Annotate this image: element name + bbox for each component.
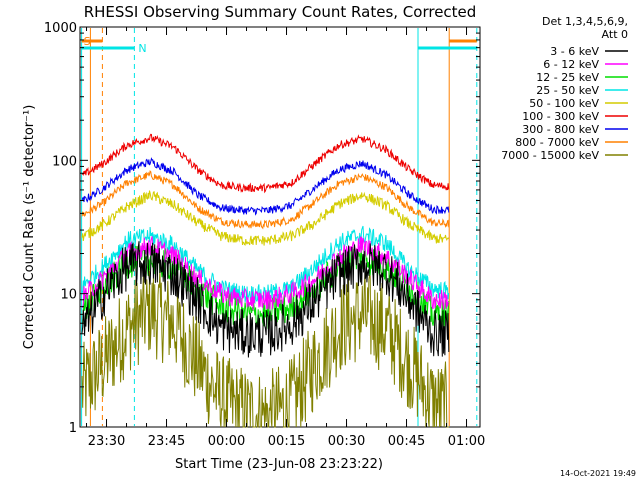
series-line [81, 170, 450, 230]
legend-label: 7000 - 15000 keV [501, 149, 599, 162]
legend-label: 100 - 300 keV [522, 110, 599, 123]
x-tick-label: 01:00 [448, 434, 485, 449]
legend-header: Att 0 [602, 28, 628, 41]
legend-label: 6 - 12 keV [543, 58, 599, 71]
chart-title: RHESSI Observing Summary Count Rates, Co… [84, 3, 477, 21]
x-tick-label: 00:45 [388, 434, 425, 449]
legend-label: 50 - 100 keV [529, 97, 599, 110]
y-tick-label: 1 [69, 421, 77, 436]
legend-label: 25 - 50 keV [536, 84, 599, 97]
flag-label: N [138, 42, 146, 55]
footer-timestamp: 14-Oct-2021 19:49 [560, 469, 636, 478]
legend-label: 3 - 6 keV [550, 45, 599, 58]
plot-frame [79, 26, 481, 428]
y-tick-label: 10 [60, 288, 77, 303]
series-line [81, 268, 449, 428]
y-axis: 1 10 100 1000 [44, 21, 480, 436]
x-tick-label: 23:30 [88, 434, 125, 449]
series-line [81, 236, 450, 311]
flags-layer: SN [81, 35, 477, 55]
x-tick-label: 00:30 [328, 434, 365, 449]
x-tick-label: 23:45 [148, 434, 185, 449]
x-tick-label: 00:00 [208, 434, 245, 449]
legend-label: 300 - 800 keV [522, 123, 599, 136]
legend-label: 12 - 25 keV [536, 71, 599, 84]
series-line [81, 190, 450, 246]
x-axis: 23:30 23:45 00:00 00:15 00:30 00:45 01:00 [86, 27, 485, 449]
series-line [81, 241, 450, 358]
y-tick-label: 100 [52, 154, 77, 169]
y-tick-label: 1000 [44, 21, 77, 36]
x-axis-label: Start Time (23-Jun-08 23:23:22) [175, 457, 383, 472]
plot-area: SN [79, 26, 481, 428]
series-layer [81, 133, 450, 428]
legend-header: Det 1,3,4,5,6,9, [542, 15, 628, 28]
series-line [81, 157, 450, 216]
series-line [81, 133, 450, 194]
x-tick-label: 00:15 [268, 434, 305, 449]
legend-label: 800 - 7000 keV [515, 136, 599, 149]
flag-label: S [84, 35, 91, 48]
y-axis-label: Corrected Count Rate (s⁻¹ detector⁻¹) [22, 105, 37, 350]
